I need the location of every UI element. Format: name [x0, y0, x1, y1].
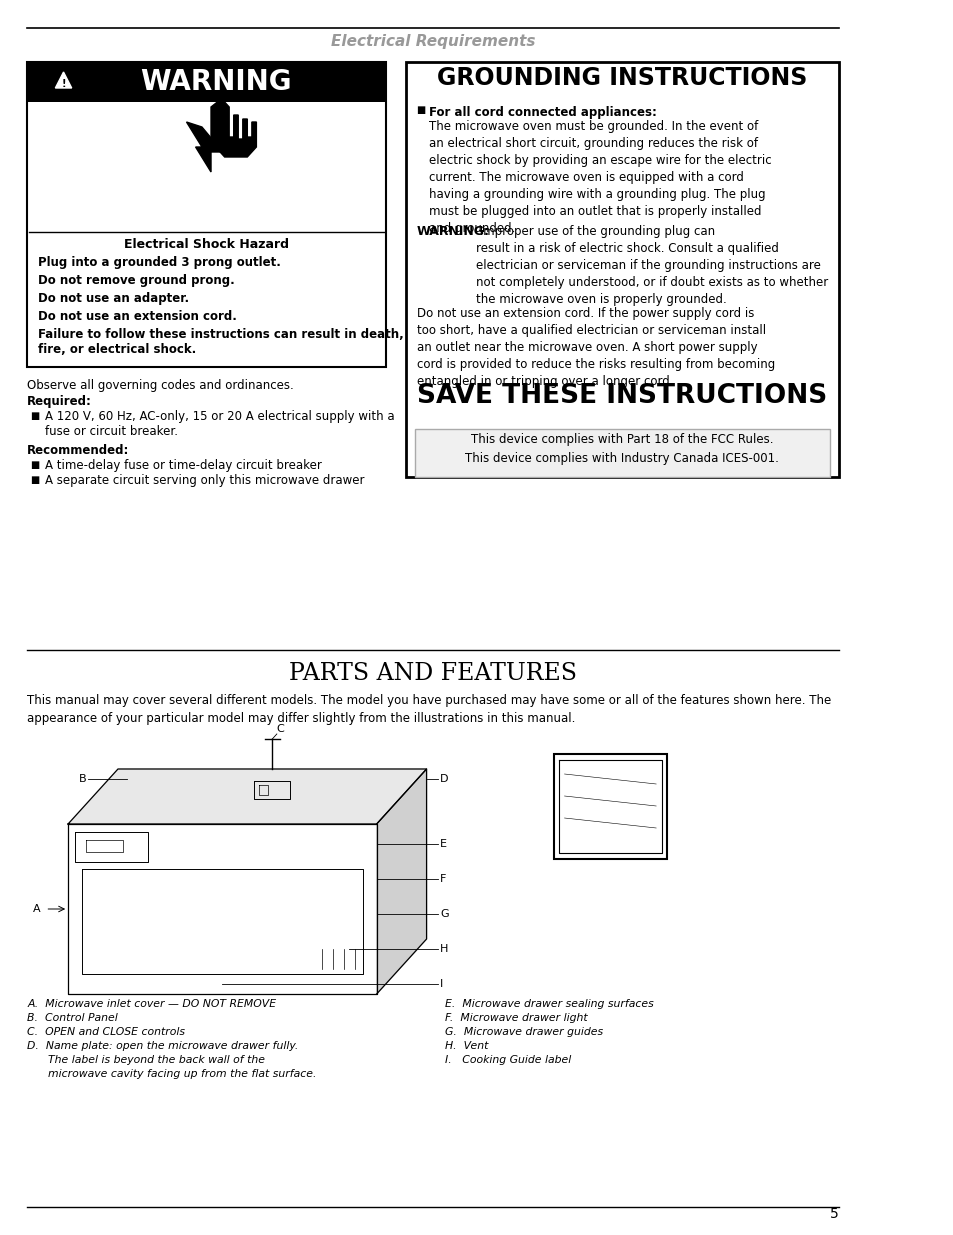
Text: I.   Cooking Guide label: I. Cooking Guide label: [444, 1055, 571, 1065]
Text: This manual may cover several different models. The model you have purchased may: This manual may cover several different …: [28, 694, 831, 725]
Text: ■: ■: [30, 411, 39, 421]
Polygon shape: [376, 769, 426, 994]
Bar: [28, 62, 385, 103]
Text: F: F: [439, 874, 446, 884]
Text: Do not use an adapter.: Do not use an adapter.: [38, 291, 189, 305]
Text: 5: 5: [829, 1207, 838, 1221]
Text: Do not remove ground prong.: Do not remove ground prong.: [38, 274, 234, 287]
Text: microwave cavity facing up from the flat surface.: microwave cavity facing up from the flat…: [28, 1070, 316, 1079]
Text: Plug into a grounded 3 prong outlet.: Plug into a grounded 3 prong outlet.: [38, 256, 281, 269]
Text: WARNING: WARNING: [140, 68, 291, 96]
Text: A 120 V, 60 Hz, AC-only, 15 or 20 A electrical supply with a
fuse or circuit bre: A 120 V, 60 Hz, AC-only, 15 or 20 A elec…: [46, 410, 395, 438]
Text: Do not use an extension cord.: Do not use an extension cord.: [38, 310, 236, 324]
Text: G: G: [439, 909, 448, 919]
Text: B.  Control Panel: B. Control Panel: [28, 1013, 118, 1023]
Text: A time-delay fuse or time-delay circuit breaker: A time-delay fuse or time-delay circuit …: [46, 459, 322, 472]
Text: Observe all governing codes and ordinances.: Observe all governing codes and ordinanc…: [28, 379, 294, 391]
Text: WARNING:: WARNING:: [416, 225, 489, 238]
Text: !: !: [61, 79, 66, 89]
Text: A separate circuit serving only this microwave drawer: A separate circuit serving only this mic…: [46, 474, 364, 487]
Text: GROUNDING INSTRUCTIONS: GROUNDING INSTRUCTIONS: [436, 65, 806, 90]
Bar: [415, 429, 829, 477]
Polygon shape: [55, 72, 71, 88]
Text: ■: ■: [30, 475, 39, 485]
Text: C.  OPEN and CLOSE controls: C. OPEN and CLOSE controls: [28, 1028, 185, 1037]
Text: I: I: [439, 979, 443, 989]
Text: A.  Microwave inlet cover — DO NOT REMOVE: A. Microwave inlet cover — DO NOT REMOVE: [28, 999, 276, 1009]
Polygon shape: [211, 103, 256, 157]
Text: The microwave oven must be grounded. In the event of
an electrical short circuit: The microwave oven must be grounded. In …: [429, 120, 771, 235]
Text: Recommended:: Recommended:: [28, 445, 130, 457]
Text: Required:: Required:: [28, 395, 92, 408]
Text: Electrical Shock Hazard: Electrical Shock Hazard: [124, 238, 289, 251]
Text: The label is beyond the back wall of the: The label is beyond the back wall of the: [28, 1055, 265, 1065]
Polygon shape: [68, 769, 426, 824]
Text: E: E: [439, 839, 447, 848]
Bar: [553, 755, 666, 860]
Text: G.  Microwave drawer guides: G. Microwave drawer guides: [444, 1028, 602, 1037]
Text: B: B: [78, 774, 86, 784]
Text: ■: ■: [30, 459, 39, 471]
Text: E.  Microwave drawer sealing surfaces: E. Microwave drawer sealing surfaces: [444, 999, 653, 1009]
Text: H: H: [439, 944, 448, 953]
Bar: [28, 62, 385, 367]
Text: PARTS AND FEATURES: PARTS AND FEATURES: [289, 662, 577, 685]
Text: SAVE THESE INSTRUCTIONS: SAVE THESE INSTRUCTIONS: [416, 383, 826, 409]
Text: Electrical Requirements: Electrical Requirements: [331, 35, 535, 49]
Text: D.  Name plate: open the microwave drawer fully.: D. Name plate: open the microwave drawer…: [28, 1041, 298, 1051]
Text: This device complies with Part 18 of the FCC Rules.
This device complies with In: This device complies with Part 18 of the…: [465, 433, 779, 466]
Text: For all cord connected appliances:: For all cord connected appliances:: [429, 106, 657, 119]
Bar: [405, 62, 838, 477]
Text: Do not use an extension cord. If the power supply cord is
too short, have a qual: Do not use an extension cord. If the pow…: [416, 308, 774, 388]
Text: Improper use of the grounding plug can
result in a risk of electric shock. Consu: Improper use of the grounding plug can r…: [476, 225, 828, 306]
Text: F.  Microwave drawer light: F. Microwave drawer light: [444, 1013, 587, 1023]
Text: A: A: [33, 904, 41, 914]
Text: ■: ■: [416, 105, 425, 115]
Text: C: C: [276, 724, 284, 734]
Text: D: D: [439, 774, 448, 784]
Text: Failure to follow these instructions can result in death,
fire, or electrical sh: Failure to follow these instructions can…: [38, 329, 403, 356]
Polygon shape: [187, 122, 223, 172]
Text: H.  Vent: H. Vent: [444, 1041, 488, 1051]
